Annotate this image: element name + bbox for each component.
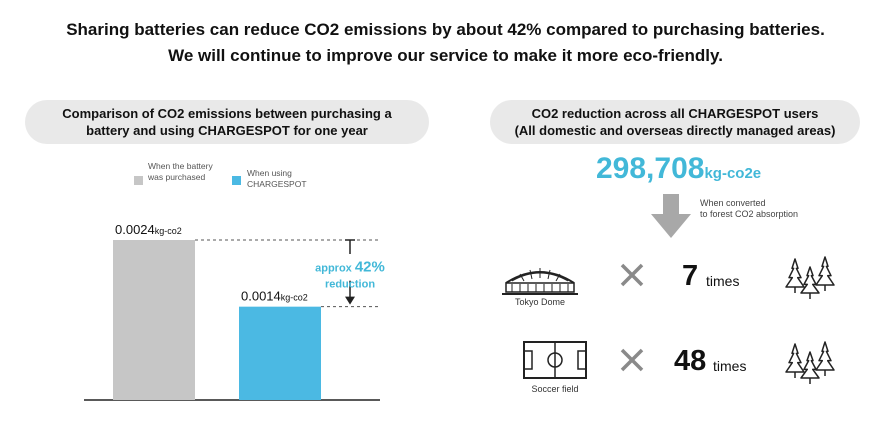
total-reduction-unit: kg-co2e xyxy=(704,165,762,182)
tokyo-dome-icon xyxy=(502,268,578,295)
conversion-label-line-2: to forest CO2 absorption xyxy=(700,209,799,219)
left-panel-title: Comparison of CO2 emissions between purc… xyxy=(25,100,429,144)
total-reduction-value: 298,708 xyxy=(596,152,705,185)
bar-chargespot xyxy=(239,306,321,400)
tokyo-dome-times-label: times xyxy=(706,273,740,289)
value-label-chargespot: 0.0014kg-co2 xyxy=(241,289,308,304)
reduction-percent-label: approx 42% xyxy=(315,258,385,275)
right-panel-title: CO2 reduction across all CHARGESPOT user… xyxy=(490,100,860,144)
tree-icon xyxy=(785,258,805,293)
soccer-field-times-label: times xyxy=(713,358,747,374)
right-panel-title-line-1: CO2 reduction across all CHARGESPOT user… xyxy=(531,106,819,121)
right-panel-title-line-2: (All domestic and overseas directly mana… xyxy=(514,123,836,138)
left-panel-title-line-1: Comparison of CO2 emissions between purc… xyxy=(62,106,392,121)
tokyo-dome-caption: Tokyo Dome xyxy=(514,297,566,307)
legend-label-chargespot: When using CHARGESPOT xyxy=(247,168,307,189)
headline-line-1: Sharing batteries can reduce CO2 emissio… xyxy=(66,20,825,39)
tree-icon xyxy=(800,266,820,299)
legend-swatch-purchased xyxy=(134,176,143,185)
forest-icon xyxy=(785,256,835,299)
legend-label-purchased: When the battery was purchased xyxy=(148,161,213,182)
value-label-purchased: 0.0024kg-co2 xyxy=(115,222,182,237)
tree-icon xyxy=(815,341,835,376)
conversion-label-line-1: When converted xyxy=(700,198,766,208)
forest-icon xyxy=(785,341,835,384)
soccer-field-caption: Soccer field xyxy=(531,384,579,394)
tree-icon xyxy=(815,256,835,291)
total-reduction: 298,708kg-co2e xyxy=(596,152,761,186)
down-arrow-icon xyxy=(651,194,691,238)
tokyo-dome-multiplier: 7 xyxy=(682,260,699,292)
conversion-label: When converted to forest CO2 absorption xyxy=(700,198,798,220)
soccer-field-multiplier: 48 xyxy=(674,345,707,377)
bar-purchased xyxy=(113,240,195,400)
tree-icon xyxy=(800,351,820,384)
multiply-icon xyxy=(620,263,644,287)
legend-swatch-chargespot xyxy=(232,176,241,185)
tree-icon xyxy=(785,343,805,378)
headline-line-2: We will continue to improve our service … xyxy=(168,46,723,65)
left-panel-title-line-2: battery and using CHARGESPOT for one yea… xyxy=(86,123,368,138)
reduction-arrow-head xyxy=(345,296,355,305)
reduction-suffix-label: reduction xyxy=(325,278,375,290)
soccer-field-icon xyxy=(523,341,587,379)
multiply-icon xyxy=(620,348,644,372)
